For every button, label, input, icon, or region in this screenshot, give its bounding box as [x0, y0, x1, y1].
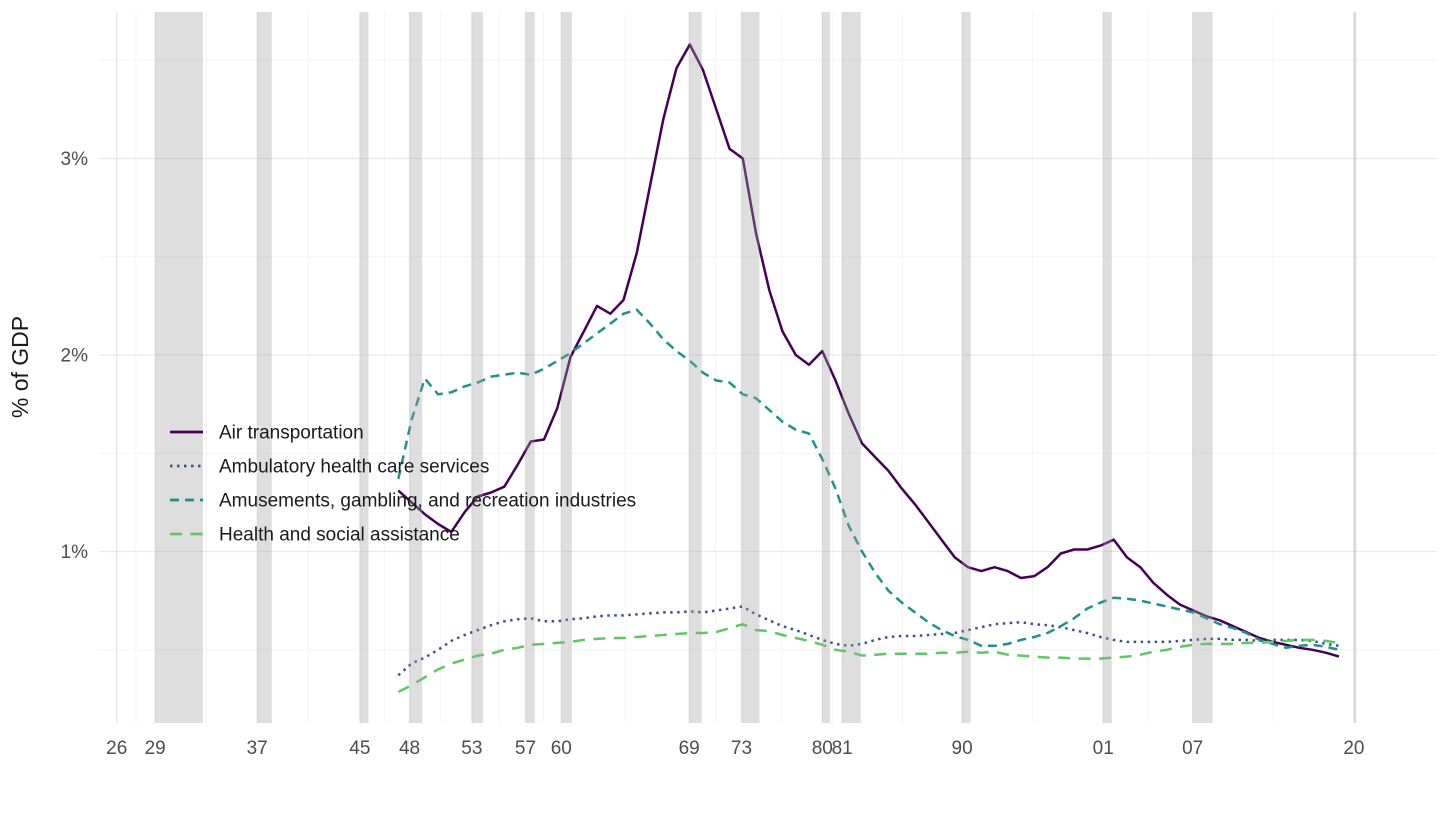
- y-tick-label-3%: 3%: [61, 149, 89, 170]
- x-tick-label-07: 07: [1182, 738, 1203, 759]
- x-tick-label-73: 73: [731, 738, 752, 759]
- recession-band-1981: [842, 12, 861, 723]
- legend-item-ambulatory-health-care-services: Ambulatory health care services: [170, 457, 489, 478]
- recession-band-1980: [822, 12, 830, 723]
- recession-band-1953: [471, 12, 484, 723]
- series-lines: [397, 43, 1340, 694]
- x-tick-label-69: 69: [679, 738, 700, 759]
- legend-label-ambulatory-health-care-services: Ambulatory health care services: [219, 457, 489, 478]
- y-axis-labels: 1% 2% 3%: [61, 149, 89, 563]
- recession-band-1937: [257, 12, 272, 723]
- x-tick-label-57: 57: [515, 738, 536, 759]
- series-line-health-and-social-assistance: [397, 622, 1340, 694]
- recession-bands: [155, 12, 1357, 723]
- recession-band-1969: [689, 12, 702, 723]
- legend-label-amusements-gambling-and-recreation-industries: Amusements, gambling, and recreation ind…: [219, 491, 636, 512]
- y-tick-label-1%: 1%: [61, 542, 89, 563]
- x-tick-label-45: 45: [349, 738, 370, 759]
- recession-band-1960: [561, 12, 572, 723]
- x-tick-label-53: 53: [461, 738, 482, 759]
- recession-band-1973: [741, 12, 760, 723]
- x-tick-label-81: 81: [832, 738, 853, 759]
- x-tick-label-29: 29: [145, 738, 166, 759]
- recession-band-1945: [359, 12, 369, 723]
- recession-band-2001: [1103, 12, 1112, 723]
- legend-item-amusements-gambling-and-recreation-industries: Amusements, gambling, and recreation ind…: [170, 491, 636, 512]
- x-tick-label-37: 37: [247, 738, 268, 759]
- recession-band-1929: [155, 12, 203, 723]
- x-tick-label-80: 80: [812, 738, 833, 759]
- series-line-amusements-gambling-and-recreation-industries: [397, 308, 1340, 652]
- series-line-air-transportation: [397, 43, 1340, 658]
- grid-major: [99, 12, 1437, 723]
- legend-item-air-transportation: Air transportation: [170, 423, 364, 444]
- grid-minor: [99, 12, 1437, 723]
- legend-label-air-transportation: Air transportation: [219, 423, 364, 444]
- legend-label-health-and-social-assistance: Health and social assistance: [219, 525, 460, 546]
- x-tick-label-26: 26: [106, 738, 127, 759]
- recession-band-1990: [962, 12, 971, 723]
- x-tick-label-48: 48: [399, 738, 420, 759]
- x-tick-label-60: 60: [551, 738, 572, 759]
- recession-band-2007: [1192, 12, 1213, 723]
- x-tick-label-20: 20: [1343, 738, 1364, 759]
- x-tick-label-01: 01: [1093, 738, 1114, 759]
- recession-band-1957: [525, 12, 535, 723]
- chart-legend: Air transportation Ambulatory health care…: [170, 423, 636, 546]
- x-tick-label-90: 90: [952, 738, 973, 759]
- y-axis-title: % of GDP: [7, 316, 33, 418]
- legend-item-health-and-social-assistance: Health and social assistance: [170, 525, 460, 546]
- recession-band-2020: [1353, 12, 1357, 723]
- recession-band-1948: [409, 12, 423, 723]
- y-tick-label-2%: 2%: [61, 346, 89, 367]
